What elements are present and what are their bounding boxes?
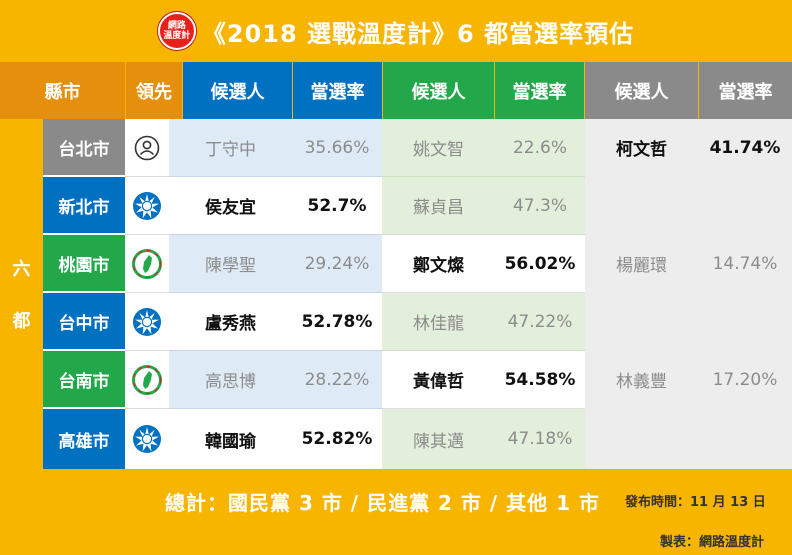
group-label: 六 都 (0, 119, 43, 469)
kmt-rate: 35.66% (292, 119, 382, 177)
other-rate: 14.74% (698, 235, 792, 293)
header-other-candidate: 候選人 (585, 62, 698, 119)
kmt-sun-icon (133, 191, 161, 220)
city-cell: 台北市 (43, 119, 125, 177)
dpp-rate: 22.6% (495, 119, 585, 177)
dpp-candidate: 林佳龍 (382, 293, 495, 351)
other-candidate (585, 409, 698, 469)
city-cell: 新北市 (43, 177, 125, 235)
kmt-rate: 52.78% (292, 293, 382, 351)
city-cell: 桃園市 (43, 235, 125, 293)
kmt-rate: 28.22% (292, 351, 382, 409)
kmt-candidate: 侯友宜 (169, 177, 292, 235)
dpp-candidate: 陳其邁 (382, 409, 495, 469)
table-row: 桃園市 陳學聖 29.24% 鄭文燦 56.02% 楊麗環 14.74% (43, 235, 792, 293)
kmt-rate: 29.24% (292, 235, 382, 293)
lead-cell (125, 293, 169, 351)
dpp-candidate: 蘇貞昌 (382, 177, 495, 235)
dpp-rate: 47.18% (495, 409, 585, 469)
other-candidate: 柯文哲 (585, 119, 698, 177)
other-rate (698, 293, 792, 351)
group-label-char-1: 六 (12, 259, 31, 280)
header-kmt-candidate: 候選人 (183, 62, 292, 119)
title-bar: 網路 溫度計 《2018 選戰溫度計》6 都當選率預估 (0, 0, 792, 62)
table-row: 台南市 高思博 28.22% 黃偉哲 54.58% 林義豐 17.20% (43, 351, 792, 409)
summary-text: 總計：國民黨 3 市 / 民進黨 2 市 / 其他 1 市 (165, 491, 600, 515)
dpp-rate: 47.22% (495, 293, 585, 351)
header-lead: 領先 (126, 62, 182, 119)
header-city: 縣市 (0, 62, 125, 119)
dpp-rate: 56.02% (495, 235, 585, 293)
table-header: 縣市 領先 候選人 當選率 候選人 當選率 候選人 當選率 (0, 62, 792, 119)
kmt-rate: 52.82% (292, 409, 382, 469)
lead-cell (125, 409, 169, 469)
table-row: 新北市 侯友宜 52.7% 蘇貞昌 47.3% (43, 177, 792, 235)
other-rate: 17.20% (698, 351, 792, 409)
independent-person-icon (134, 135, 160, 160)
kmt-candidate: 陳學聖 (169, 235, 292, 293)
credit-text: 製表：網路溫度計 (660, 535, 765, 550)
header-dpp-candidate: 候選人 (383, 62, 494, 119)
dpp-candidate: 姚文智 (382, 119, 495, 177)
footer: 總計：國民黨 3 市 / 民進黨 2 市 / 其他 1 市 發布時間：11 月 … (0, 469, 792, 555)
dpp-taiwan-icon (132, 248, 162, 279)
table-row: 高雄市 韓國瑜 52.82% 陳其邁 47.18% (43, 409, 792, 469)
other-candidate: 楊麗環 (585, 235, 698, 293)
lead-cell (125, 177, 169, 235)
dpp-rate: 47.3% (495, 177, 585, 235)
publish-date: 發布時間：11 月 13 日 (625, 495, 766, 510)
dpp-candidate: 黃偉哲 (382, 351, 495, 409)
lead-cell (125, 351, 169, 409)
city-cell: 台中市 (43, 293, 125, 351)
other-rate: 41.74% (698, 119, 792, 177)
kmt-candidate: 丁守中 (169, 119, 292, 177)
city-cell: 高雄市 (43, 409, 125, 469)
lead-cell (125, 119, 169, 177)
dpp-candidate: 鄭文燦 (382, 235, 495, 293)
kmt-sun-icon (133, 425, 161, 453)
other-rate (698, 177, 792, 235)
other-candidate (585, 293, 698, 351)
kmt-candidate: 高思博 (169, 351, 292, 409)
header-dpp-rate: 當選率 (495, 62, 584, 119)
other-candidate: 林義豐 (585, 351, 698, 409)
header-other-rate: 當選率 (699, 62, 792, 119)
kmt-candidate: 韓國瑜 (169, 409, 292, 469)
table-row: 台北市 丁守中 35.66% 姚文智 22.6% 柯文哲 41.74% (43, 119, 792, 177)
logo-text-2: 溫度計 (163, 31, 191, 41)
other-candidate (585, 177, 698, 235)
dpp-taiwan-icon (132, 364, 162, 395)
group-label-char-2: 都 (12, 311, 31, 332)
lead-cell (125, 235, 169, 293)
table-body: 六 都 台北市 丁守中 35.66% 姚文智 22.6% 柯文哲 41.74% … (0, 119, 792, 469)
logo-text-1: 網路 (167, 21, 186, 31)
kmt-rate: 52.7% (292, 177, 382, 235)
kmt-candidate: 盧秀燕 (169, 293, 292, 351)
other-rate (698, 409, 792, 469)
kmt-sun-icon (133, 307, 161, 336)
dpp-rate: 54.58% (495, 351, 585, 409)
site-logo: 網路 溫度計 (157, 12, 196, 50)
table-row: 台中市 盧秀燕 52.78% 林佳龍 47.22% (43, 293, 792, 351)
header-kmt-rate: 當選率 (293, 62, 382, 119)
city-cell: 台南市 (43, 351, 125, 409)
page-title: 《2018 選戰溫度計》6 都當選率預估 (201, 19, 635, 48)
